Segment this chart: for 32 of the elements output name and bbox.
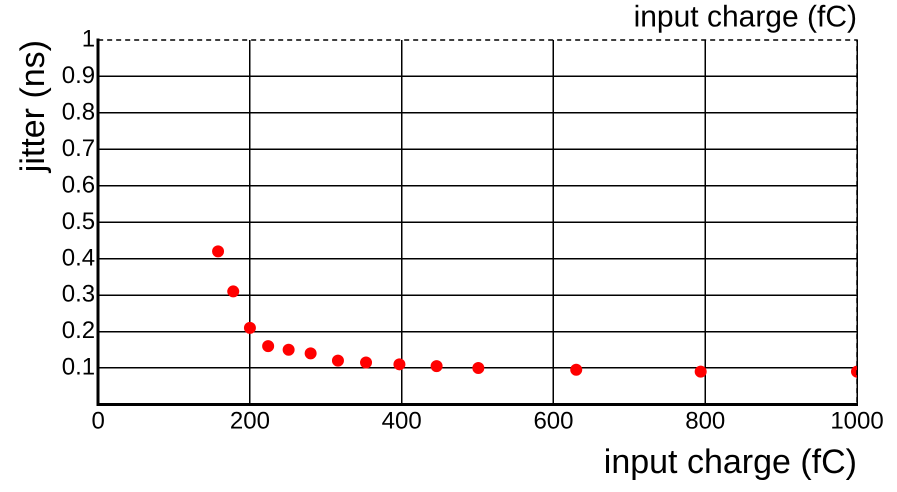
- x-tick-label: 400: [382, 407, 422, 434]
- point: [430, 360, 443, 372]
- point: [472, 362, 484, 374]
- point: [360, 356, 372, 368]
- point: [393, 358, 406, 370]
- x-tick-label: 800: [685, 407, 726, 434]
- point: [304, 347, 317, 360]
- chart-title: input charge (fC): [634, 0, 857, 34]
- point: [282, 344, 295, 356]
- x-tick-label: 1000: [830, 407, 884, 434]
- point: [212, 245, 224, 258]
- y-tick-label: 1: [82, 26, 96, 53]
- x-tick-label: 0: [91, 407, 105, 434]
- y-tick-label: 0.1: [62, 354, 96, 381]
- x-axis-title: input charge (fC): [604, 442, 857, 481]
- point: [262, 340, 274, 352]
- point: [332, 354, 344, 367]
- y-tick-label: 0.3: [62, 280, 96, 308]
- y-tick-label: 0.8: [62, 98, 96, 126]
- x-tick-label: 200: [230, 407, 270, 434]
- y-tick-label: 0.6: [62, 171, 96, 198]
- y-tick-label: 0.2: [62, 317, 96, 344]
- y-tick-label: 0.4: [62, 244, 96, 272]
- y-tick-label: 0.9: [62, 62, 96, 90]
- point: [570, 364, 582, 376]
- y-tick-label: 0.7: [62, 134, 96, 162]
- point: [244, 322, 256, 334]
- x-tick-label: 600: [533, 407, 574, 434]
- y-axis-title: jitter (ns): [14, 40, 52, 174]
- y-tick-label: 0.5: [62, 208, 96, 235]
- point: [227, 285, 240, 298]
- point: [694, 366, 707, 378]
